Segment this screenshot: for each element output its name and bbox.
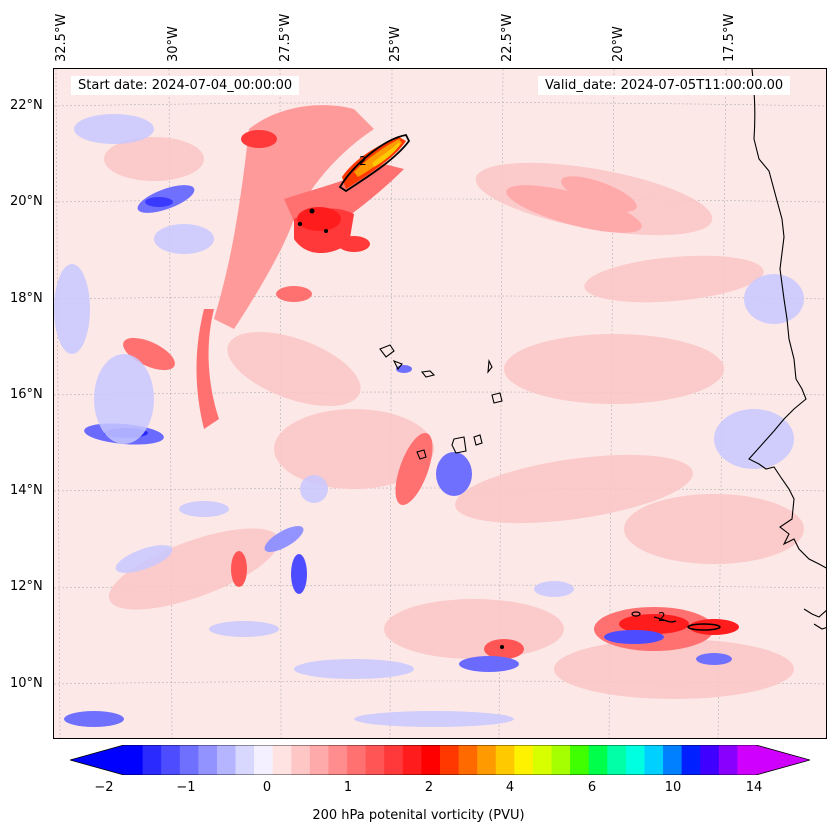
lat-label: 18°N <box>10 291 43 306</box>
contour-label: 2 <box>359 154 367 168</box>
colorbar-swatch <box>495 745 515 775</box>
colorbar-swatch <box>588 745 608 775</box>
peak-pv-streak: 2 2 <box>297 133 721 649</box>
colorbar-swatch <box>142 745 162 775</box>
colorbar <box>68 744 812 776</box>
lon-label: 17.5°W <box>722 13 737 62</box>
map-panel[interactable]: 2 2 <box>53 68 827 739</box>
colorbar-swatch <box>532 745 553 775</box>
lon-label: 32.5°W <box>54 13 69 62</box>
lat-label: 14°N <box>10 483 43 498</box>
colorbar-swatch <box>421 745 441 775</box>
colorbar-swatch <box>235 745 255 775</box>
lat-label: 16°N <box>10 387 43 402</box>
weak-positive-pv-band <box>104 137 804 699</box>
colorbar-swatch <box>198 745 218 775</box>
colorbar-swatch <box>402 745 423 775</box>
colorbar-swatch <box>291 745 311 775</box>
lon-label: 30°W <box>166 26 181 62</box>
lat-label: 12°N <box>10 579 43 594</box>
lat-label: 22°N <box>10 98 43 113</box>
colorbar-swatch <box>570 745 590 775</box>
colorbar-tick: 6 <box>587 780 597 795</box>
colorbar-swatch <box>328 745 348 775</box>
start-date-label: Start date: 2024-07-04_00:00:00 <box>71 76 300 95</box>
colorbar-swatch <box>440 745 460 775</box>
colorbar-tick: 2 <box>424 780 434 795</box>
colorbar-tick: 10 <box>664 780 682 795</box>
weak-negative-pv-patch <box>54 114 804 727</box>
colorbar-swatch <box>737 745 757 775</box>
lon-label: 20°W <box>611 26 626 62</box>
lat-label: 10°N <box>10 676 43 691</box>
lon-label: 27.5°W <box>278 13 293 62</box>
lon-label: 22.5°W <box>500 13 515 62</box>
colorbar-tick: −1 <box>176 780 196 795</box>
coastline <box>803 608 826 630</box>
colorbar-extend-left <box>70 745 124 775</box>
colorbar-swatch <box>384 745 404 775</box>
colorbar-swatch <box>514 745 534 775</box>
valid-date-label: Valid_date: 2024-07-05T11:00:00.00 <box>538 76 791 95</box>
lat-label: 20°N <box>10 194 43 209</box>
contour-label: 2 <box>658 610 666 624</box>
lon-label: 25°W <box>388 26 403 62</box>
colorbar-swatch <box>718 745 739 775</box>
colorbar-tick: 0 <box>262 780 272 795</box>
colorbar-swatch <box>272 745 292 775</box>
colorbar-extend-right <box>756 745 810 775</box>
colorbar-swatch <box>477 745 497 775</box>
colorbar-swatch <box>254 745 274 775</box>
colorbar-swatch <box>551 745 571 775</box>
colorbar-swatch <box>216 745 237 775</box>
coastline <box>748 69 826 569</box>
colorbar-swatch <box>644 745 664 775</box>
colorbar-tick: −2 <box>94 780 114 795</box>
colorbar-swatch <box>663 745 683 775</box>
colorbar-tick: 1 <box>343 780 353 795</box>
colorbar-svg <box>68 744 812 776</box>
islands <box>379 344 503 460</box>
colorbar-swatch <box>309 745 330 775</box>
colorbar-tick: 4 <box>505 780 515 795</box>
colorbar-swatch <box>700 745 720 775</box>
colorbar-tick: 14 <box>745 780 763 795</box>
colorbar-swatch <box>161 745 181 775</box>
colorbar-swatch <box>179 745 199 775</box>
colorbar-label: 200 hPa potenital vorticity (PVU) <box>312 808 525 823</box>
colorbar-swatch <box>681 745 701 775</box>
colorbar-swatch <box>124 745 144 775</box>
colorbar-swatch <box>607 745 627 775</box>
colorbar-swatch <box>458 745 478 775</box>
pv-field: 2 2 <box>54 69 826 738</box>
colorbar-swatch <box>625 745 646 775</box>
colorbar-swatch <box>365 745 385 775</box>
colorbar-swatch <box>347 745 367 775</box>
strong-positive-pv-ridge <box>123 105 739 659</box>
